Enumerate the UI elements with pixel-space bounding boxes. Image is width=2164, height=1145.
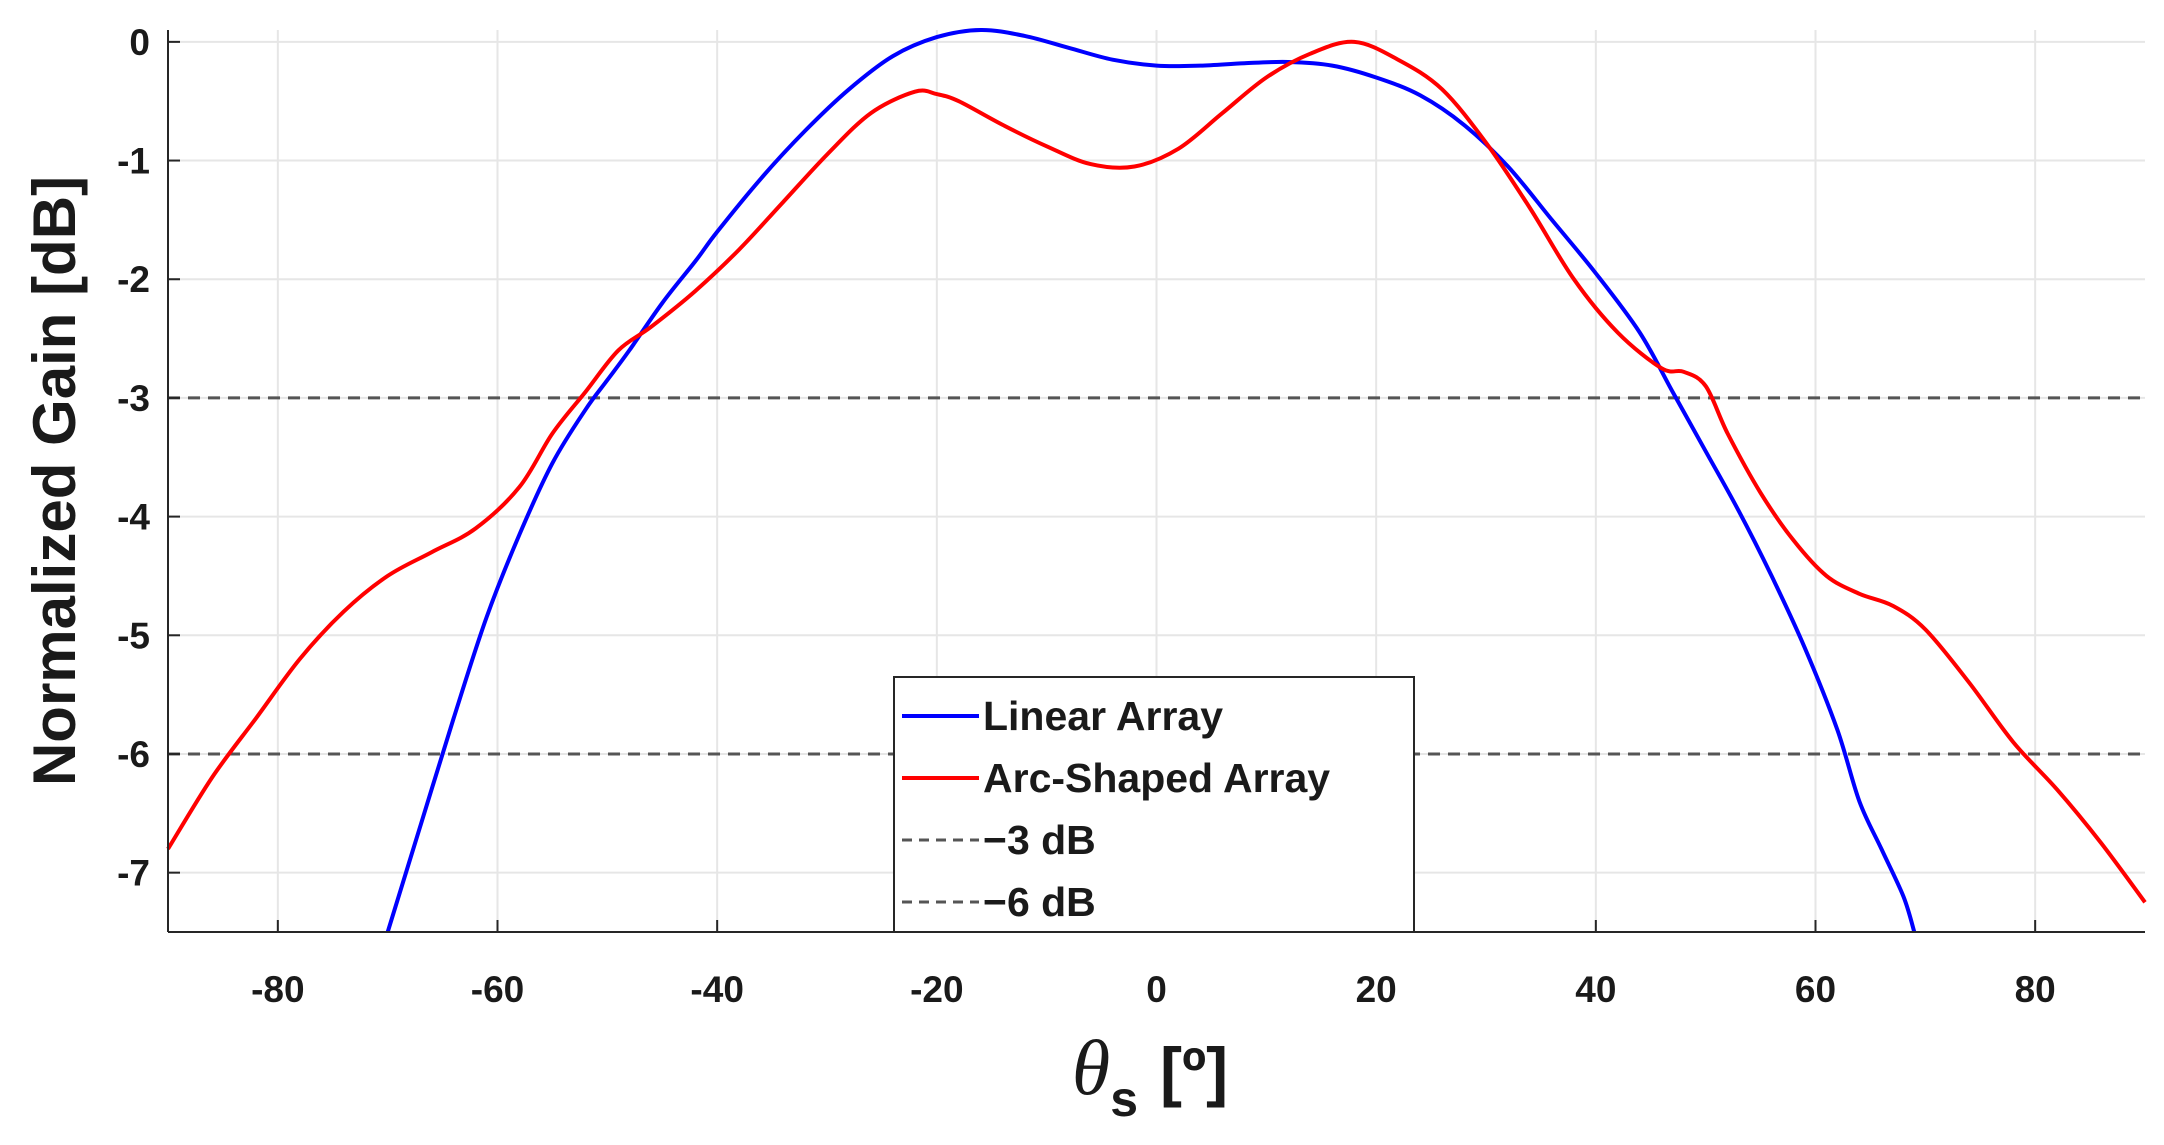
legend-label-arc-shaped-array: Arc-Shaped Array [983,755,1330,801]
legend-box [893,676,1415,933]
x-axis-symbol: θ [1072,1024,1110,1111]
y-tick-label: -5 [117,615,150,656]
x-tick-label: -20 [910,969,963,1010]
legend-label-6-db: −6 dB [983,879,1096,925]
x-tick-label: 20 [1356,969,1397,1010]
y-tick-label: -4 [117,497,150,538]
series-line-arc-shaped-array [166,39,2147,904]
y-tick-label: -2 [117,259,150,300]
x-tick-labels: -80 -60 -40 -20 0 20 40 60 80 [251,969,2056,1010]
legend-label-3-db: −3 dB [983,817,1096,863]
legend-items: Linear Array Arc-Shaped Array −3 dB −6 dB [902,693,1330,925]
y-tick-label: -3 [117,378,150,419]
x-tick-label: -80 [251,969,304,1010]
y-tick-labels: 0 -1 -2 -3 -4 -5 -6 -7 [117,22,150,894]
legend-label-linear-array: Linear Array [983,693,1223,739]
y-tick-label: -1 [117,141,150,182]
x-axis-unit: [º] [1160,1034,1228,1108]
x-tick-label: -40 [690,969,743,1010]
x-tick-label: 80 [2015,969,2056,1010]
y-tick-label: -6 [117,734,150,775]
x-tick-label: -60 [471,969,524,1010]
x-tick-label: 40 [1575,969,1616,1010]
y-tick-label: -7 [117,853,150,894]
legend: Linear Array Arc-Shaped Array −3 dB −6 dB [893,676,1415,933]
series-line-linear-array [385,27,1917,933]
x-axis-title: θs [º] [1072,1024,1228,1127]
y-axis-title: Normalized Gain [dB] [21,176,88,786]
x-axis-subscript: s [1110,1071,1138,1127]
y-tick-label: 0 [129,22,150,63]
data-series [166,27,2147,933]
x-tick-label: 60 [1795,969,1836,1010]
x-tick-label: 0 [1146,969,1167,1010]
